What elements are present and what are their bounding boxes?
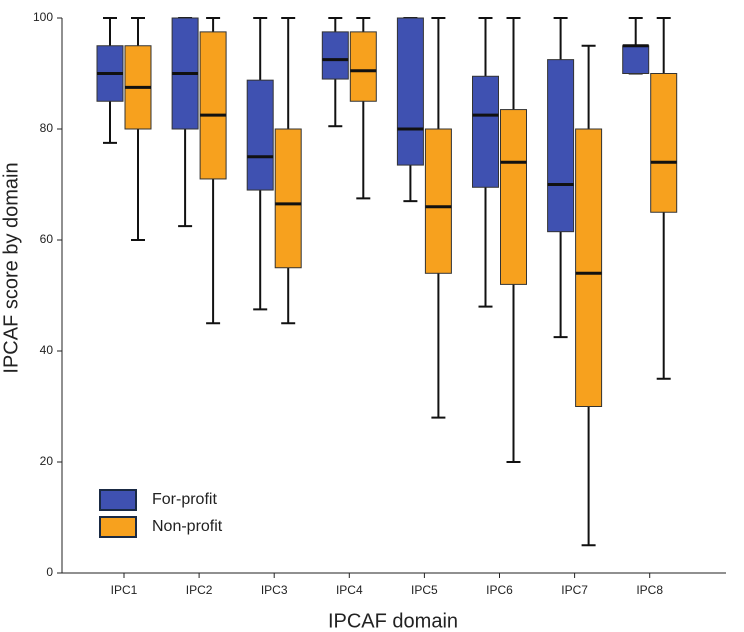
box <box>650 73 678 213</box>
legend-swatch <box>99 489 137 511</box>
x-tick-label: IPC8 <box>636 583 663 597</box>
legend-swatch <box>99 516 137 538</box>
y-tick-label: 20 <box>40 454 54 468</box>
y-tick-label: 60 <box>40 232 54 246</box>
y-axis-title: IPCAF score by domain <box>0 162 22 373</box>
box <box>575 128 603 407</box>
x-tick-label: IPC5 <box>411 583 438 597</box>
x-tick-label: IPC3 <box>261 583 288 597</box>
box <box>500 109 527 285</box>
box <box>246 79 274 191</box>
legend-label: For-profit <box>152 491 217 508</box>
box <box>396 17 424 166</box>
box <box>274 128 302 269</box>
y-tick-label: 40 <box>40 343 54 357</box>
y-tick-label: 100 <box>33 10 53 24</box>
box <box>622 45 650 74</box>
x-tick-label: IPC4 <box>336 583 363 597</box>
box <box>321 31 349 80</box>
x-tick-label: IPC2 <box>186 583 213 597</box>
box <box>472 75 499 188</box>
y-tick-label: 80 <box>40 121 54 135</box>
box <box>547 59 575 233</box>
x-tick-label: IPC7 <box>561 583 588 597</box>
x-tick-label: IPC6 <box>486 583 513 597</box>
x-tick-label: IPC1 <box>111 583 138 597</box>
legend-label: Non-profit <box>152 518 223 535</box>
box <box>199 31 227 180</box>
y-tick-label: 0 <box>46 565 53 579</box>
box <box>349 31 377 102</box>
box <box>424 128 452 274</box>
x-axis-title: IPCAF domain <box>328 610 458 632</box>
